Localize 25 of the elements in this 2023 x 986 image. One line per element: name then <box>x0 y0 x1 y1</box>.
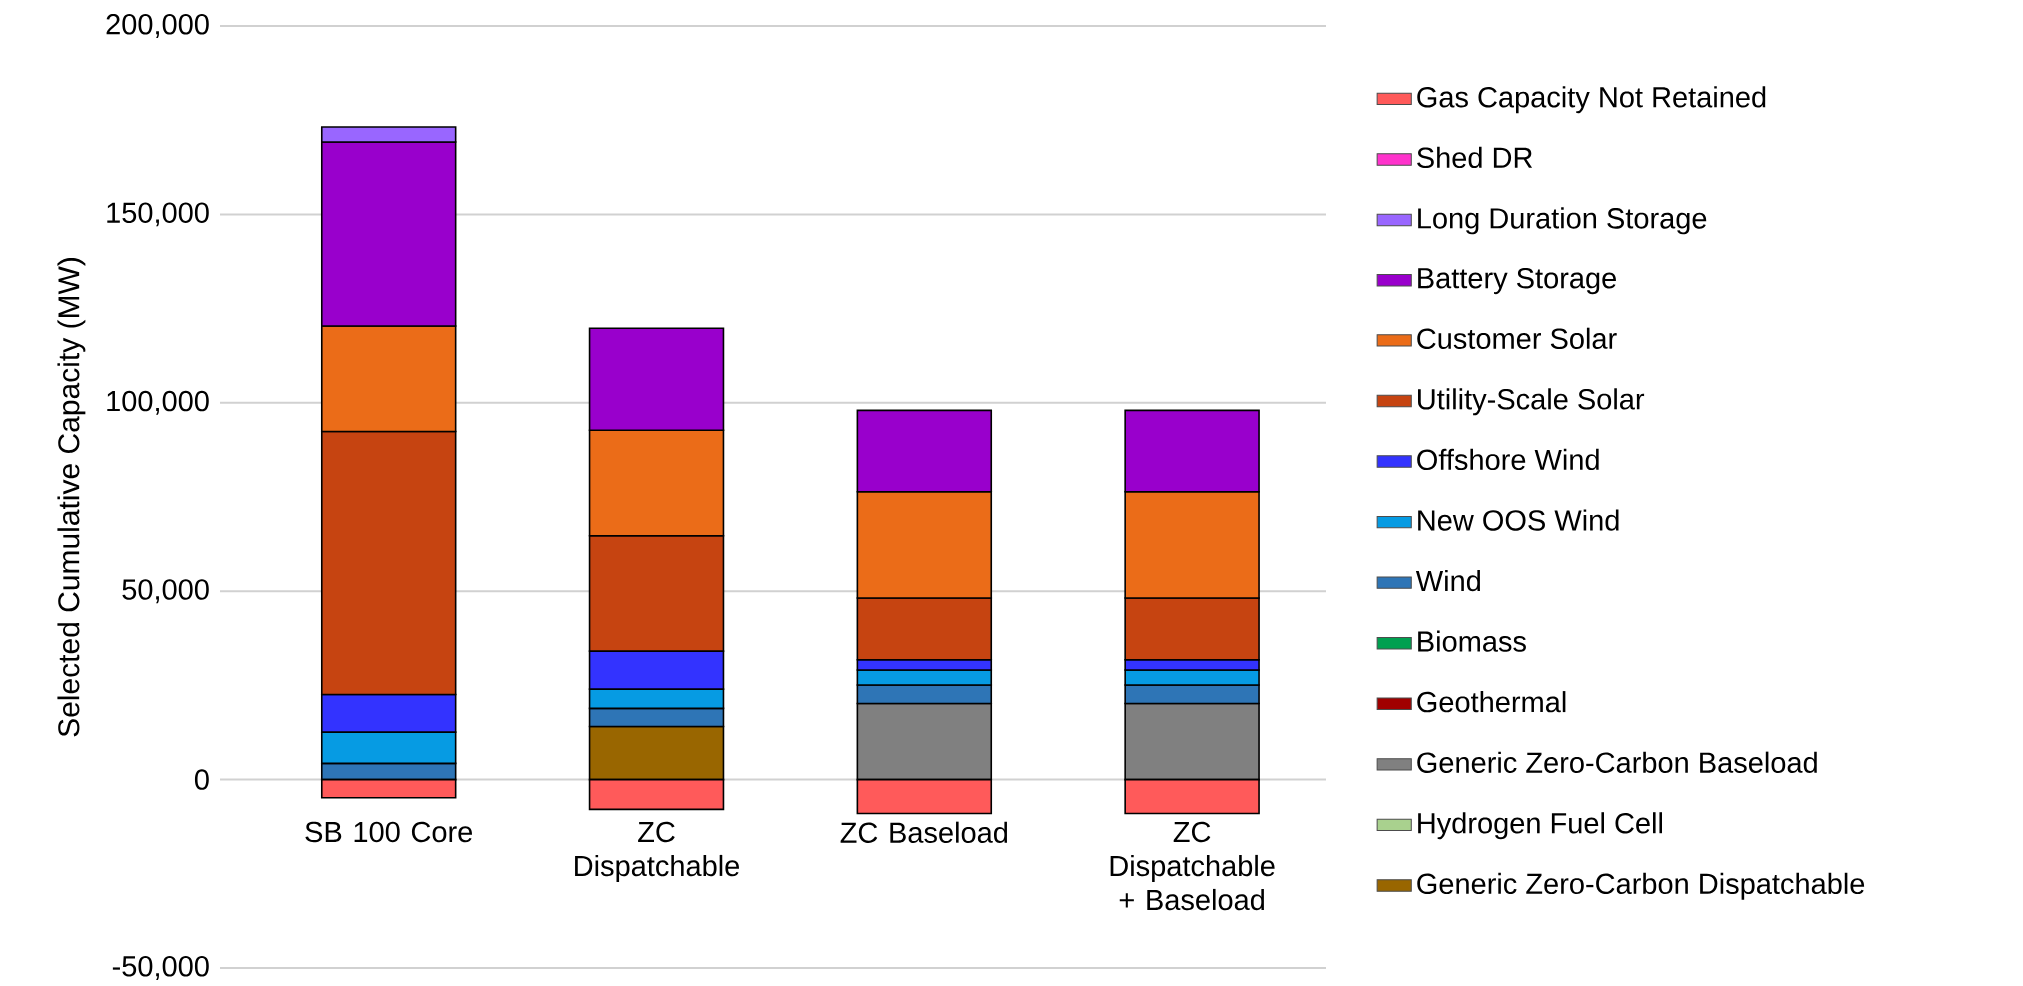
y-tick-label: 150,000 <box>107 202 209 227</box>
x-tick-label: SB 100 Core <box>305 821 473 843</box>
x-tick-label: ZC Dispatchable <box>575 821 740 882</box>
y-tick-label: 100,000 <box>107 390 209 415</box>
x-tick-label: ZC Baseload <box>840 821 1008 843</box>
y-tick-label: 0 <box>194 769 209 790</box>
legend-label: New OOS Wind <box>1418 509 1619 531</box>
legend-label: Long Duration Storage <box>1418 207 1707 235</box>
y-tick-label: -50,000 <box>112 956 209 980</box>
legend-label: Customer Solar <box>1417 327 1617 349</box>
legend-label: Biomass <box>1418 630 1526 652</box>
legend-label: Hydrogen Fuel Cell <box>1418 812 1663 840</box>
legend-label: Shed DR <box>1417 146 1533 169</box>
legend-label: Generic Zero-Carbon Baseload <box>1417 751 1817 773</box>
x-tick-label: ZC Dispatchable + Baseload <box>1110 821 1275 911</box>
legend-label: Offshore Wind <box>1417 448 1599 471</box>
legend-label: Utility-Scale Solar <box>1418 388 1645 416</box>
legend-label: Wind <box>1415 569 1480 592</box>
y-tick-label: 200,000 <box>106 14 209 38</box>
y-axis-title: Selected Cumulative Capacity (MW) <box>57 258 86 737</box>
y-tick-label: 50,000 <box>122 579 209 604</box>
legend-label: Gas Capacity Not Retained <box>1417 86 1766 114</box>
legend-label: Battery Storage <box>1418 267 1616 295</box>
legend-label: Geothermal <box>1417 691 1566 713</box>
legend-label: Generic Zero-Carbon Dispatchable <box>1417 872 1865 900</box>
